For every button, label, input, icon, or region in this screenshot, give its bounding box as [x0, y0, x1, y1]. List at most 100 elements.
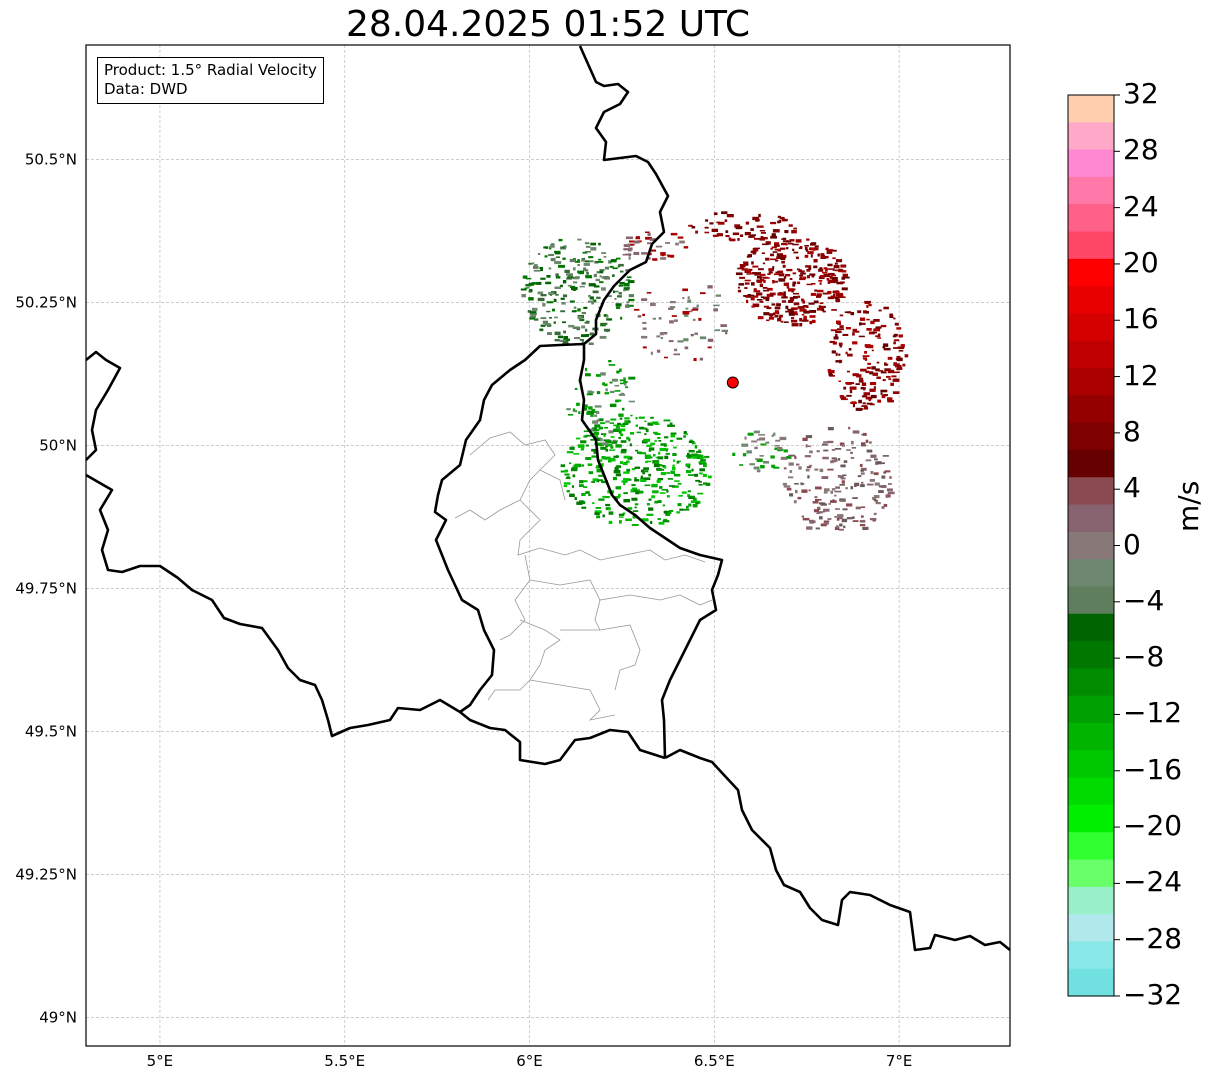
echo-pixel — [839, 498, 846, 502]
echo-pixel — [647, 242, 652, 245]
echo-pixel — [657, 456, 664, 460]
echo-pixel — [848, 426, 851, 430]
echo-pixel — [579, 480, 584, 484]
echo-pixel — [836, 281, 844, 285]
echo-pixel — [665, 448, 668, 452]
echo-pixel — [829, 500, 837, 503]
echo-pixel — [605, 420, 610, 423]
echo-pixel — [626, 236, 633, 240]
echo-pixel — [646, 292, 652, 294]
echo-pixel — [612, 290, 616, 294]
echo-pixel — [581, 340, 584, 344]
echo-pixel — [837, 458, 841, 461]
lat-tick-label: 49.75°N — [15, 579, 77, 597]
echo-pixel — [806, 268, 811, 272]
echo-pixel — [816, 307, 822, 311]
echo-pixel — [839, 314, 844, 317]
echo-pixel — [656, 335, 661, 338]
echo-pixel — [676, 460, 680, 464]
echo-pixel — [866, 402, 873, 405]
echo-pixel — [749, 463, 755, 466]
echo-pixel — [623, 471, 630, 474]
echo-pixel — [746, 299, 749, 304]
echo-pixel — [674, 480, 680, 482]
echo-pixel — [767, 287, 773, 291]
echo-pixel — [581, 506, 587, 509]
echo-pixel — [696, 451, 702, 453]
echo-pixel — [603, 328, 611, 332]
echo-pixel — [744, 287, 748, 289]
echo-pixel — [802, 276, 807, 280]
echo-pixel — [625, 279, 629, 281]
echo-pixel — [747, 254, 752, 258]
echo-pixel — [635, 424, 638, 427]
colorbar-segment — [1068, 531, 1114, 560]
echo-pixel — [542, 303, 546, 307]
echo-pixel — [615, 303, 622, 307]
echo-pixel — [588, 300, 595, 303]
echo-pixel — [619, 417, 623, 420]
echo-pixel — [772, 229, 780, 233]
echo-pixel — [816, 289, 824, 293]
echo-pixel — [628, 376, 636, 380]
echo-pixel — [540, 324, 546, 327]
echo-pixel — [780, 254, 787, 259]
echo-pixel — [769, 293, 774, 297]
echo-pixel — [852, 332, 855, 336]
echo-pixel — [569, 446, 575, 450]
echo-pixel — [644, 470, 649, 473]
colorbar-segment — [1068, 122, 1114, 151]
echo-pixel — [762, 287, 768, 289]
echo-pixel — [587, 463, 592, 466]
echo-pixel — [690, 500, 698, 503]
echo-pixel — [747, 432, 754, 436]
colorbar-segment — [1068, 258, 1114, 287]
echo-pixel — [763, 279, 766, 283]
echo-pixel — [763, 277, 770, 279]
echo-pixel — [539, 328, 543, 331]
echo-pixel — [809, 519, 815, 523]
echo-pixel — [667, 424, 672, 427]
echo-pixel — [572, 474, 576, 478]
echo-pixel — [574, 337, 581, 340]
colorbar-segment — [1068, 149, 1114, 178]
echo-pixel — [598, 418, 604, 422]
district-line — [499, 554, 531, 641]
echo-pixel — [641, 252, 648, 255]
echo-pixel — [589, 463, 593, 466]
echo-pixel — [697, 492, 704, 495]
colorbar-tick-label: −24 — [1123, 865, 1183, 899]
echo-pixel — [878, 370, 884, 372]
map-title: 28.04.2025 01:52 UTC — [345, 4, 751, 45]
echo-pixel — [620, 316, 623, 320]
echo-pixel — [679, 240, 685, 244]
echo-pixel — [821, 476, 829, 479]
echo-pixel — [637, 315, 642, 318]
echo-pixel — [685, 433, 688, 436]
echo-pixel — [562, 321, 567, 324]
echo-pixel — [629, 443, 632, 447]
echo-pixel — [808, 489, 811, 492]
echo-pixel — [593, 285, 600, 288]
echo-pixel — [689, 496, 695, 498]
echo-pixel — [841, 398, 848, 401]
echo-pixel — [554, 316, 558, 319]
echo-pixel — [819, 468, 824, 473]
echo-pixel — [545, 281, 552, 285]
echo-pixel — [578, 270, 584, 275]
echo-pixel — [529, 317, 535, 320]
lon-tick-label: 6.5°E — [694, 1052, 735, 1070]
echo-pixel — [792, 248, 795, 251]
echo-pixel — [788, 288, 795, 292]
echo-pixel — [540, 294, 547, 297]
echo-pixel — [585, 491, 590, 494]
echo-pixel — [544, 255, 548, 258]
echo-pixel — [692, 318, 696, 321]
echo-pixel — [877, 399, 882, 403]
echo-pixel — [652, 258, 658, 261]
echo-pixel — [786, 247, 789, 250]
echo-pixel — [813, 248, 816, 251]
echo-pixel — [717, 221, 725, 225]
echo-pixel — [668, 340, 674, 343]
echo-pixel — [894, 322, 899, 326]
